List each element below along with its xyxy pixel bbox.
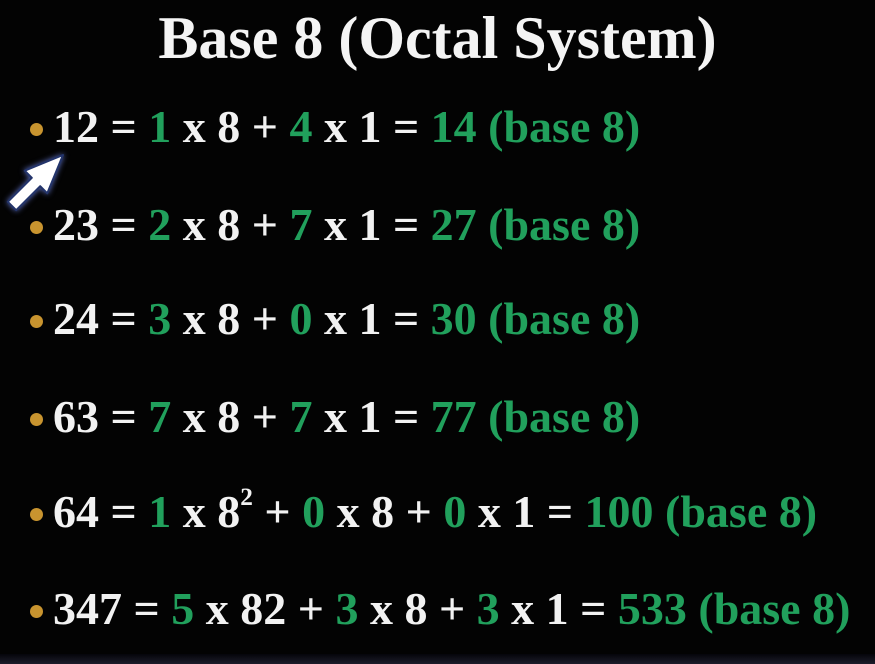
equation-token: 1 xyxy=(148,101,172,152)
equation-token: 0 xyxy=(302,486,326,537)
equation-token: 7 xyxy=(289,391,313,442)
page-title: Base 8 (Octal System) xyxy=(158,5,717,71)
equation-line: 23 = 2 x 8 + 7 x 1 = 27 (base 8) xyxy=(30,202,640,248)
equation-token: 27 (base 8) xyxy=(430,199,641,250)
equation-token: = xyxy=(381,199,431,250)
equation-token: = xyxy=(99,293,149,344)
equation-token: + xyxy=(240,391,290,442)
equation-token: 23 xyxy=(53,199,99,250)
equation-token: 14 (base 8) xyxy=(430,101,641,152)
equation-token: 7 xyxy=(289,199,313,250)
equation-token: 347 xyxy=(53,583,122,634)
bullet-icon xyxy=(30,122,43,136)
equation-token: 1 xyxy=(358,391,382,442)
equation-token: 7 xyxy=(148,391,172,442)
equation-token: 0 xyxy=(443,486,467,537)
equation-token: + xyxy=(427,583,477,634)
equation-token: = xyxy=(99,391,149,442)
equation-token: 1 xyxy=(358,199,382,250)
equation-token: = xyxy=(381,293,431,344)
equation-token: + xyxy=(240,199,290,250)
equation-line: 347 = 5 x 82 + 3 x 8 + 3 x 1 = 533 (base… xyxy=(30,586,850,632)
bullet-icon xyxy=(30,604,43,618)
equation-token: = xyxy=(99,199,149,250)
bullet-icon xyxy=(30,412,43,426)
equation-token: = xyxy=(381,391,431,442)
equation-token: 8 xyxy=(217,486,241,537)
equation-token: 533 (base 8) xyxy=(617,583,851,634)
equation-token: 8 xyxy=(217,293,241,344)
equation-token: x xyxy=(312,101,359,152)
equation-token: 1 xyxy=(358,293,382,344)
equation-token: 30 (base 8) xyxy=(430,293,641,344)
equation-token: = xyxy=(99,486,149,537)
equation-token: 3 xyxy=(148,293,172,344)
equation-token: 3 xyxy=(335,583,359,634)
equation-token: + xyxy=(240,101,290,152)
equation-token: x xyxy=(171,293,218,344)
equation-token: 77 (base 8) xyxy=(430,391,641,442)
equation-token: 8 xyxy=(404,583,428,634)
equation-token: x xyxy=(499,583,546,634)
equation-token: 12 xyxy=(53,101,99,152)
equation-token: 63 xyxy=(53,391,99,442)
bottom-edge-bar xyxy=(0,654,875,664)
equation-token: 2 xyxy=(148,199,172,250)
bullet-icon xyxy=(30,314,43,328)
equation-token: 1 xyxy=(358,101,382,152)
equation-token: = xyxy=(122,583,172,634)
equation-token: 1 xyxy=(148,486,172,537)
equation-token: x xyxy=(171,391,218,442)
equation-token: x xyxy=(171,101,218,152)
bullet-icon xyxy=(30,220,43,234)
equation-token: x xyxy=(466,486,513,537)
equation-token: = xyxy=(99,101,149,152)
equation-token: + xyxy=(240,293,290,344)
equation-token: x xyxy=(358,583,405,634)
equation-token: + xyxy=(286,583,336,634)
equation-line: 12 = 1 x 8 + 4 x 1 = 14 (base 8) xyxy=(30,104,640,150)
equation-token: x xyxy=(171,199,218,250)
equation-token: 0 xyxy=(289,293,313,344)
equation-token: 64 xyxy=(53,486,99,537)
equation-token: 2 xyxy=(240,483,253,512)
equation-token: 8 xyxy=(217,199,241,250)
equation-line: 24 = 3 x 8 + 0 x 1 = 30 (base 8) xyxy=(30,296,640,342)
equation-token: 1 xyxy=(512,486,536,537)
equation-token: x xyxy=(325,486,372,537)
equation-token: 1 xyxy=(545,583,569,634)
equation-token: 3 xyxy=(476,583,500,634)
equation-token: 82 xyxy=(240,583,287,634)
equation-token: 8 xyxy=(217,391,241,442)
bullet-icon xyxy=(30,507,43,521)
equation-token: x xyxy=(171,486,218,537)
equation-token: + xyxy=(252,486,303,537)
equation-token: = xyxy=(381,101,431,152)
mouse-cursor-icon xyxy=(6,154,64,212)
equation-token: 5 xyxy=(171,583,195,634)
equation-token: = xyxy=(568,583,618,634)
equation-token: 4 xyxy=(289,101,313,152)
equation-token: 100 (base 8) xyxy=(584,486,818,537)
equation-token: 8 xyxy=(371,486,395,537)
equation-token: = xyxy=(535,486,585,537)
equation-token: 24 xyxy=(53,293,99,344)
equation-token: x xyxy=(194,583,241,634)
equation-token: x xyxy=(312,293,359,344)
equation-token: x xyxy=(312,391,359,442)
equation-token: 8 xyxy=(217,101,241,152)
equation-token: + xyxy=(394,486,444,537)
equation-line: 63 = 7 x 8 + 7 x 1 = 77 (base 8) xyxy=(30,394,640,440)
equation-token: x xyxy=(312,199,359,250)
